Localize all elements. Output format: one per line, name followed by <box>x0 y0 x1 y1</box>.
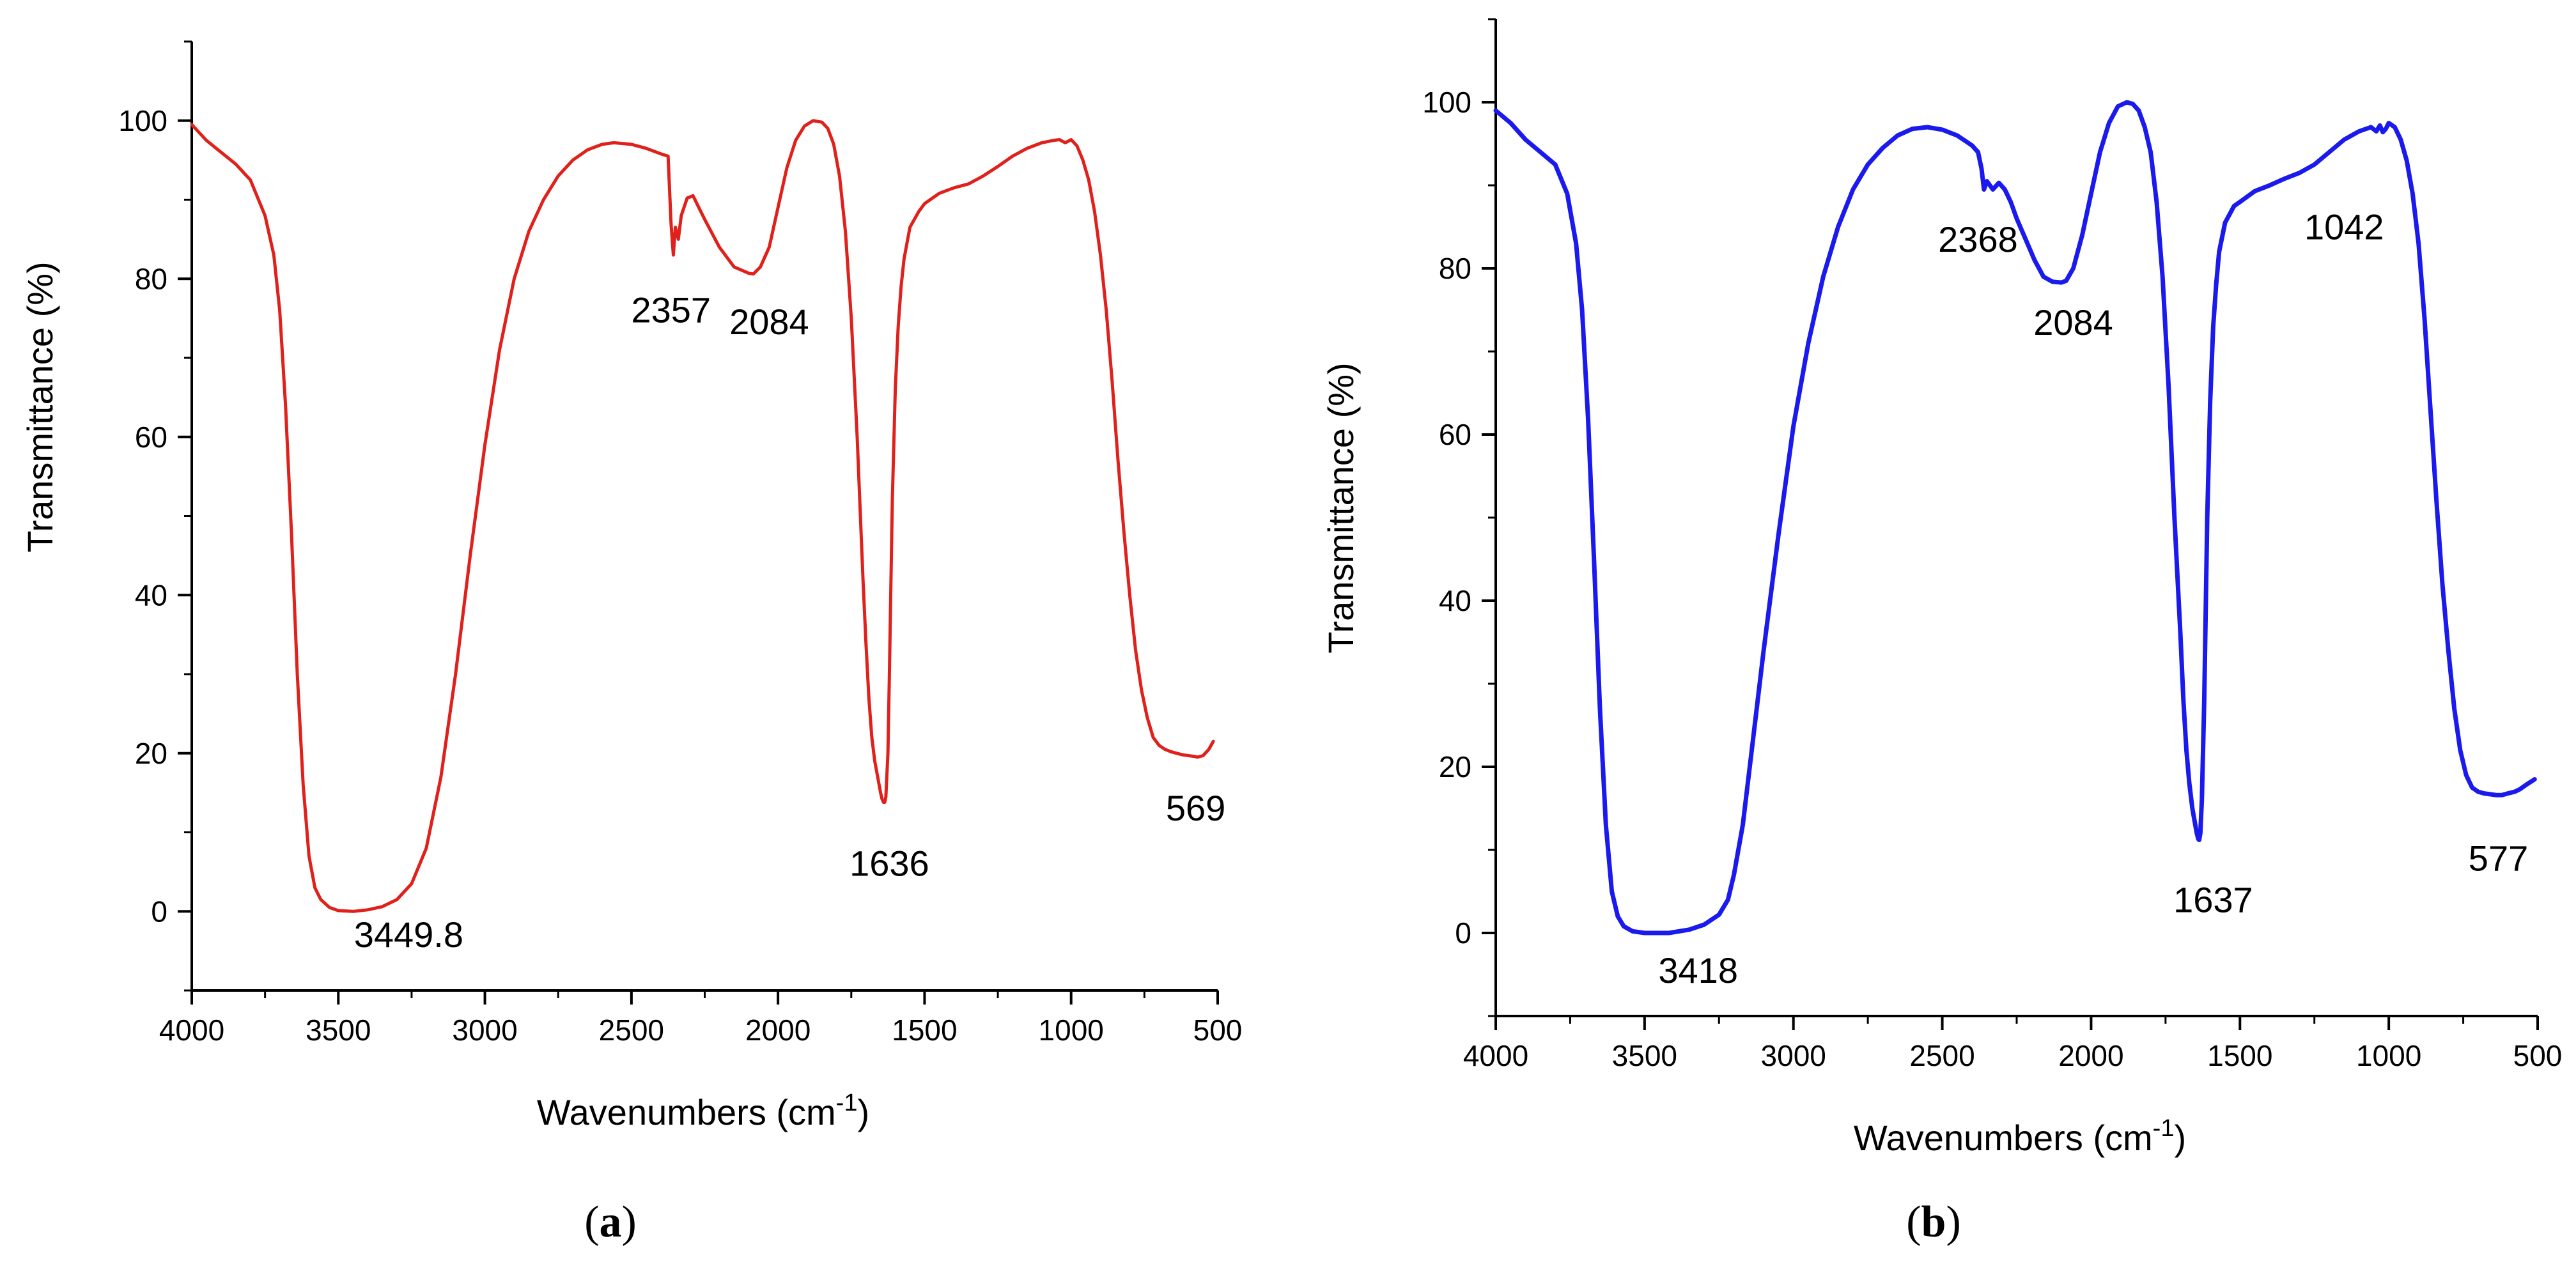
y-axis-title-a: Transmittance (%) <box>20 261 60 552</box>
spectrum-a-line <box>190 119 1215 913</box>
peak-label-b-1637: 1637 <box>2173 880 2253 920</box>
y-tick-label-b-100: 100 <box>1422 86 1471 119</box>
peak-label-a-2084: 2084 <box>729 302 809 342</box>
y-tick-label-b-60: 60 <box>1439 418 1471 451</box>
ticks-a: 4000 3500 3000 2500 2000 1500 1000 500 0 20 40 60 80… <box>118 40 1243 1047</box>
axes-a <box>190 42 1218 992</box>
x-tick-label-a-2000: 2000 <box>745 1013 811 1047</box>
panel-caption-a: (a) <box>584 1198 637 1247</box>
spectrum-b-line <box>1493 100 2537 936</box>
x-axis-title-b: Wavenumbers (cm-1) <box>1854 1115 2186 1158</box>
x-tick-label-a-3000: 3000 <box>452 1013 517 1047</box>
y-tick-label-a-40: 40 <box>135 578 167 612</box>
peak-label-b-3418: 3418 <box>1658 950 1738 990</box>
x-tick-label-b-3500: 3500 <box>1612 1039 1677 1072</box>
peak-label-b-1042: 1042 <box>2304 207 2384 247</box>
y-tick-label-b-20: 20 <box>1439 750 1471 783</box>
series-a <box>190 119 1215 913</box>
y-tick-label-a-80: 80 <box>135 262 167 295</box>
x-tick-label-b-1000: 1000 <box>2356 1039 2421 1072</box>
x-tick-label-a-3500: 3500 <box>306 1013 371 1047</box>
y-tick-label-b-40: 40 <box>1439 584 1471 617</box>
x-axis-title-a: Wavenumbers (cm-1) <box>537 1090 869 1132</box>
y-tick-label-b-0: 0 <box>1455 916 1471 950</box>
x-tick-label-a-4000: 4000 <box>159 1013 224 1047</box>
axes-b <box>1494 19 2538 1017</box>
y-tick-label-a-0: 0 <box>151 895 167 928</box>
peak-label-a-569: 569 <box>1166 788 1225 828</box>
annotations-a: 3449.8 2357 2084 1636 569 <box>354 289 1226 955</box>
peak-label-a-3449.8: 3449.8 <box>354 914 463 955</box>
chart-panel-b: 4000 3500 3000 2500 2000 1500 1000 500 0 20 40 60 80… <box>1321 18 2563 1247</box>
x-tick-label-a-1500: 1500 <box>892 1013 957 1047</box>
peak-label-a-1636: 1636 <box>850 843 929 884</box>
annotations-b: 3418 2368 2084 1637 1042 577 <box>1658 207 2528 991</box>
y-tick-label-a-100: 100 <box>118 104 167 137</box>
y-axis-title-b: Transmittance (%) <box>1321 362 1361 653</box>
y-tick-label-a-20: 20 <box>135 737 167 770</box>
peak-label-a-2357: 2357 <box>631 289 711 330</box>
x-tick-label-a-2500: 2500 <box>599 1013 664 1047</box>
x-tick-label-b-1500: 1500 <box>2207 1039 2272 1072</box>
x-tick-label-b-3000: 3000 <box>1761 1039 1826 1072</box>
peak-label-b-577: 577 <box>2469 838 2528 879</box>
y-tick-label-b-80: 80 <box>1439 252 1471 285</box>
x-tick-label-b-500: 500 <box>2513 1039 2563 1072</box>
ticks-b: 4000 3500 3000 2500 2000 1500 1000 500 0 20 40 60 80… <box>1422 18 2563 1072</box>
x-tick-label-a-500: 500 <box>1193 1013 1243 1047</box>
x-tick-label-a-1000: 1000 <box>1039 1013 1104 1047</box>
x-tick-label-b-4000: 4000 <box>1463 1039 1528 1072</box>
panel-caption-b: (b) <box>1906 1198 1961 1247</box>
peak-label-b-2084: 2084 <box>2033 302 2113 343</box>
peak-label-b-2368: 2368 <box>1938 219 2018 259</box>
x-tick-label-b-2500: 2500 <box>1909 1039 1975 1072</box>
series-b <box>1493 100 2537 936</box>
y-tick-label-a-60: 60 <box>135 420 167 454</box>
x-tick-label-b-2000: 2000 <box>2058 1039 2123 1072</box>
chart-panel-a: 4000 3500 3000 2500 2000 1500 1000 500 0 20 40 60 80… <box>20 40 1243 1247</box>
